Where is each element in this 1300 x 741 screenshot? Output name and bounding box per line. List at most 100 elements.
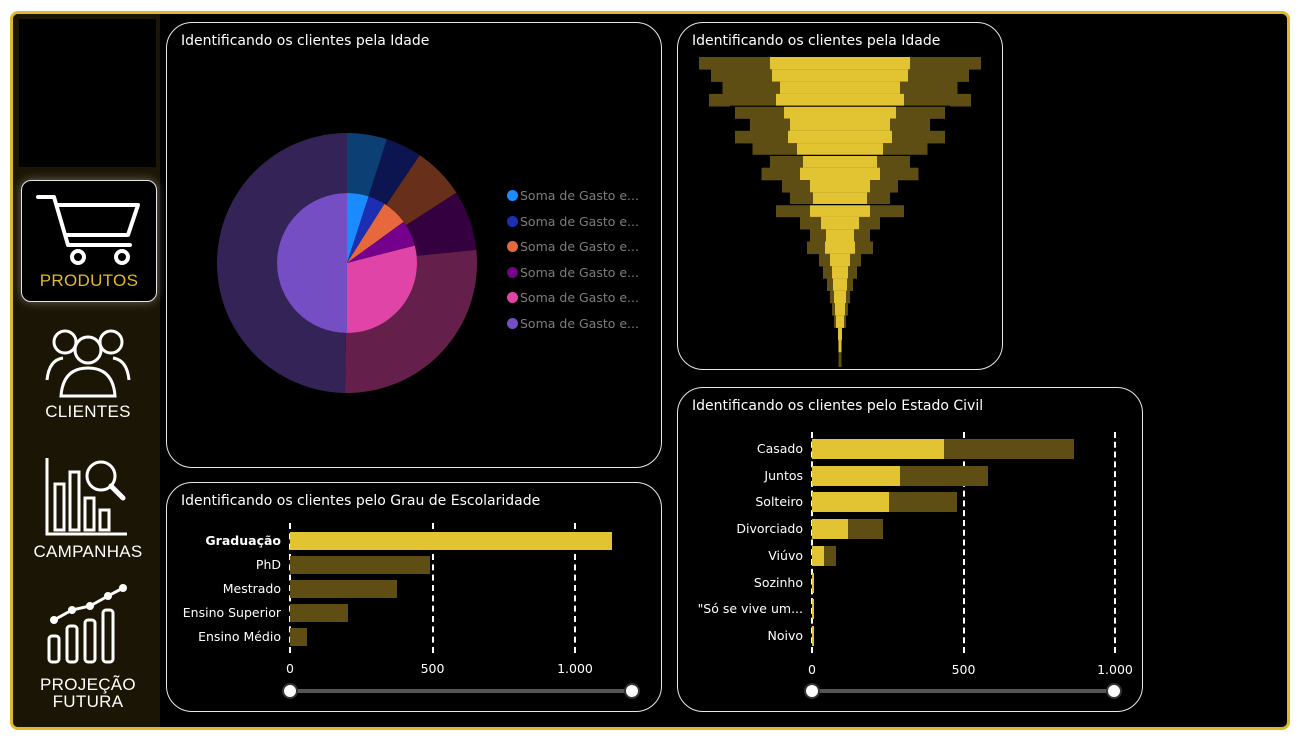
bar[interactable] — [812, 545, 825, 566]
category-label[interactable]: Solteiro — [755, 494, 803, 510]
bar[interactable] — [290, 580, 397, 598]
nav-clientes[interactable]: CLIENTES — [21, 314, 155, 429]
pie-outer-slice[interactable] — [405, 192, 477, 256]
bar[interactable] — [812, 439, 944, 459]
bar[interactable] — [812, 465, 900, 486]
funnel-bar-light[interactable] — [803, 155, 877, 168]
funnel-bar-light[interactable] — [830, 253, 850, 267]
category-label[interactable]: Divorciado — [736, 521, 803, 537]
legend-item[interactable]: Soma de Gasto e... — [507, 311, 639, 337]
slider-end-handle[interactable] — [1106, 683, 1122, 699]
legend-item[interactable]: Soma de Gasto e... — [507, 234, 639, 260]
legend-label: Soma de Gasto e... — [520, 315, 639, 331]
pie-legend: Soma de Gasto e... Soma de Gasto e... So… — [507, 183, 639, 336]
dashboard-frame: PRODUTOS CLIENTES CAM — [10, 11, 1290, 730]
funnel-bar-light[interactable] — [790, 118, 890, 132]
funnel-bar-light[interactable] — [826, 229, 854, 242]
pie-outer-slice[interactable] — [347, 133, 387, 197]
category-label[interactable]: Mestrado — [222, 581, 281, 596]
category-label[interactable]: Graduação — [205, 533, 281, 548]
funnel-bar-light[interactable] — [772, 69, 908, 82]
pie-inner-slice[interactable] — [347, 203, 404, 263]
pie-inner-slice[interactable] — [347, 196, 385, 263]
pie-outer-slice[interactable] — [344, 249, 477, 393]
bar[interactable] — [290, 604, 349, 622]
legend-item[interactable]: Soma de Gasto e... — [507, 260, 639, 286]
funnel-bar-light[interactable] — [825, 241, 855, 255]
funnel-bar-light[interactable] — [788, 130, 892, 144]
nav-label-line1: PROJEÇÃO — [40, 675, 136, 694]
category-label[interactable]: PhD — [255, 557, 281, 572]
pie-outer-slice[interactable] — [217, 133, 347, 393]
gridline — [1114, 432, 1116, 653]
bar[interactable] — [812, 599, 814, 620]
funnel-bar-light[interactable] — [834, 290, 846, 304]
legend-item[interactable]: Soma de Gasto e... — [507, 209, 639, 235]
legend-label: Soma de Gasto e... — [520, 213, 639, 229]
marital-status-card: Identificando os clientes pelo Estado Ci… — [677, 387, 1143, 712]
nav-produtos[interactable]: PRODUTOS — [21, 180, 157, 302]
funnel-bar-light[interactable] — [800, 167, 880, 181]
pie-inner-slice[interactable] — [347, 221, 415, 263]
bar[interactable] — [812, 519, 849, 540]
funnel-bar-light[interactable] — [780, 81, 900, 95]
card-title: Identificando os clientes pelo Grau de E… — [181, 493, 541, 509]
bar[interactable] — [812, 625, 814, 646]
category-label[interactable]: Sozinho — [753, 574, 803, 590]
marital-range-slider[interactable] — [812, 689, 1114, 693]
tick-label: 0 — [286, 661, 294, 676]
funnel-bar-light[interactable] — [770, 57, 910, 70]
age-pie-card: Identificando os clientes pela Idade Som… — [166, 22, 662, 468]
funnel-tail — [838, 352, 842, 367]
funnel-bar-light[interactable] — [810, 180, 870, 193]
pie-outer-slice[interactable] — [386, 155, 457, 226]
education-range-slider[interactable] — [290, 689, 632, 693]
pie-inner-slice[interactable] — [347, 193, 369, 263]
bar[interactable] — [812, 492, 890, 513]
bar[interactable] — [290, 532, 613, 550]
slider-start-handle[interactable] — [282, 683, 298, 699]
category-label[interactable]: "Só se vive um... — [697, 601, 803, 617]
category-label[interactable]: Casado — [756, 441, 803, 456]
pie-inner-slice[interactable] — [277, 193, 347, 333]
pie-outer-slice[interactable] — [368, 139, 420, 205]
legend-dot-icon — [507, 215, 518, 227]
slider-end-handle[interactable] — [624, 683, 640, 699]
bar[interactable] — [290, 556, 430, 574]
funnel-bar-light[interactable] — [810, 204, 870, 218]
nav-campanhas[interactable]: CAMPANHAS — [21, 454, 155, 566]
education-card: Identificando os clientes pelo Grau de E… — [166, 482, 662, 712]
category-label[interactable]: Ensino Médio — [198, 629, 281, 644]
funnel-bar-light[interactable] — [784, 106, 896, 119]
category-label[interactable]: Juntos — [764, 467, 803, 483]
funnel-bar-light[interactable] — [797, 143, 883, 156]
category-label[interactable]: Ensino Superior — [182, 605, 281, 620]
tick-label: 500 — [951, 662, 976, 677]
funnel-bar-light[interactable] — [836, 315, 844, 328]
legend-label: Soma de Gasto e... — [520, 188, 639, 204]
funnel-bar-light[interactable] — [821, 216, 859, 230]
bar[interactable] — [812, 572, 814, 593]
legend-item[interactable]: Soma de Gasto e... — [507, 285, 639, 311]
age-funnel-chart[interactable] — [690, 57, 990, 367]
nav-label: CLIENTES — [45, 402, 131, 421]
funnel-bar-light[interactable] — [838, 327, 842, 341]
education-bar-chart: 0 500 1.000 Graduação PhD Mestrado Ensino Supe… — [167, 483, 661, 711]
legend-label: Soma de Gasto e... — [520, 239, 639, 255]
bar[interactable] — [290, 628, 308, 646]
slider-start-handle[interactable] — [804, 683, 820, 699]
nav-projecao-futura[interactable]: PROJEÇÃO FUTURA — [21, 584, 155, 714]
funnel-bar-light[interactable] — [833, 278, 847, 291]
funnel-bar-light[interactable] — [835, 303, 845, 316]
legend-dot-icon — [507, 190, 518, 202]
category-label[interactable]: Noivo — [767, 627, 803, 643]
age-pie-chart[interactable] — [187, 103, 507, 423]
nav-label: PROJEÇÃO FUTURA — [21, 676, 155, 710]
funnel-bar-light[interactable] — [813, 192, 867, 205]
funnel-bar-light[interactable] — [832, 266, 848, 279]
pie-inner-slice[interactable] — [347, 245, 417, 333]
legend-item[interactable]: Soma de Gasto e... — [507, 183, 639, 209]
funnel-bar-light[interactable] — [776, 93, 904, 107]
funnel-bar-light[interactable] — [838, 339, 842, 353]
category-label[interactable]: Viúvo — [768, 547, 803, 563]
